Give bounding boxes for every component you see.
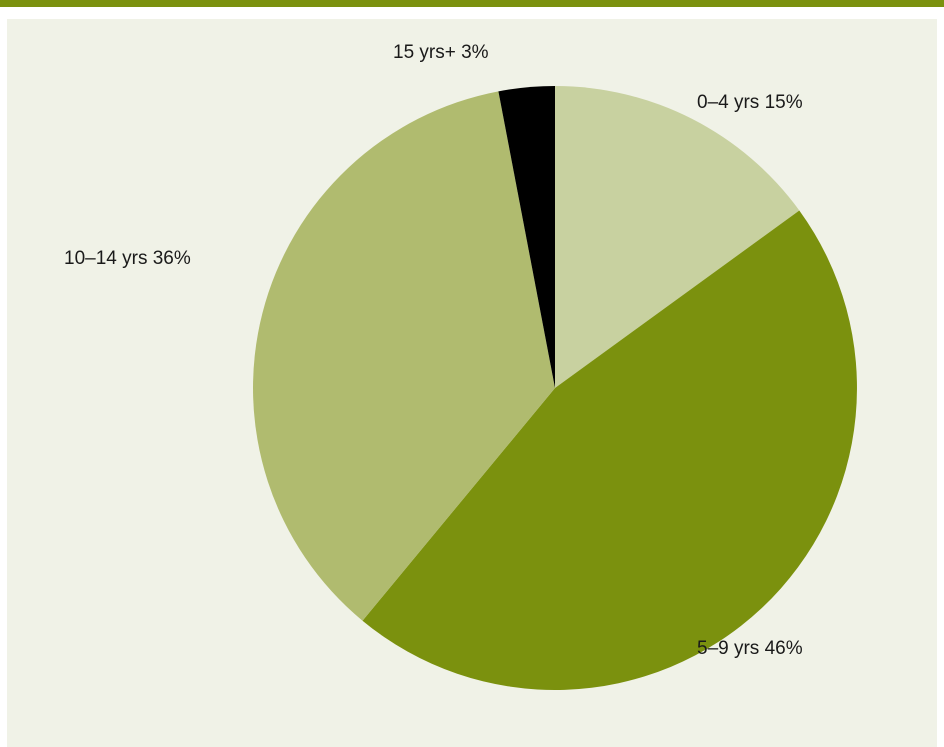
slice-label: 15 yrs+ 3% xyxy=(393,42,489,63)
pie-slice-0-4-yrs xyxy=(555,86,800,388)
pie-slice-5-9-yrs xyxy=(362,210,857,690)
pie-slices xyxy=(253,86,857,690)
slice-label: 5–9 yrs 46% xyxy=(697,638,803,659)
header-band xyxy=(0,0,944,7)
pie-slice-10-14-yrs xyxy=(253,91,555,621)
slice-label: 0–4 yrs 15% xyxy=(697,92,803,113)
slice-label: 10–14 yrs 36% xyxy=(64,248,191,269)
pie-slice-15-yrs xyxy=(498,86,555,388)
pie-labels: 0–4 yrs 15% 5–9 yrs 46% 10–14 yrs 36% 15 yr… xyxy=(64,42,803,659)
